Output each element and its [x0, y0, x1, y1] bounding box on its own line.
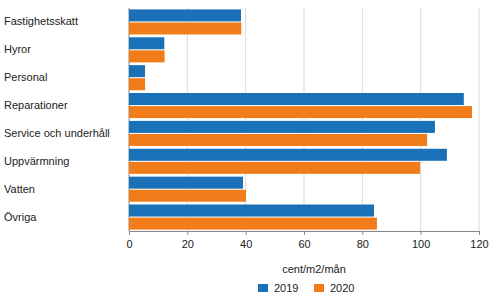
tick-mark	[479, 231, 480, 235]
tick-label: 20	[182, 238, 194, 250]
legend-label: 2019	[274, 282, 298, 294]
bar	[129, 106, 472, 118]
tick: 80	[357, 231, 369, 250]
tick: Övriga	[4, 211, 129, 223]
tick-label: 120	[470, 238, 488, 250]
legend-swatch	[258, 284, 268, 292]
tick-label: 40	[240, 238, 252, 250]
bar	[129, 78, 145, 90]
bar	[129, 177, 243, 189]
legend-label: 2020	[330, 282, 354, 294]
bar	[129, 190, 246, 202]
bar	[129, 149, 447, 161]
legend-swatch	[314, 284, 324, 292]
bars	[129, 9, 472, 229]
tick: 20	[182, 231, 194, 250]
grid-line	[420, 8, 421, 231]
y-axis: Fastighetsskatt Hyror Personal Reparationer…	[4, 15, 129, 222]
tick-label: 80	[357, 238, 369, 250]
legend: 2019 2020	[258, 282, 354, 294]
bar	[129, 9, 241, 21]
tick: Reparationer	[4, 99, 129, 111]
tick-mark	[362, 231, 363, 235]
tick: Hyror	[4, 43, 129, 55]
bar	[129, 37, 164, 49]
bar	[129, 121, 435, 133]
axis-line	[130, 232, 480, 236]
grid-line	[362, 8, 363, 231]
tick-label: Vatten	[4, 183, 35, 195]
bar	[129, 205, 374, 217]
tick-label: Service och underhåll	[4, 127, 110, 139]
tick-mark	[187, 231, 188, 235]
tick-mark	[304, 231, 305, 235]
tick-label: Reparationer	[4, 99, 68, 111]
grid-line	[304, 8, 305, 231]
tick: Vatten	[4, 183, 129, 195]
tick-mark	[246, 231, 247, 235]
tick: Uppvärmning	[4, 155, 129, 167]
x-axis-title: cent/m2/mån	[282, 263, 346, 275]
bar	[129, 50, 165, 62]
tick: 120	[470, 231, 488, 250]
tick-label: Personal	[4, 71, 47, 83]
grid	[129, 8, 479, 231]
bar	[129, 22, 241, 34]
bar	[129, 65, 145, 77]
tick-mark	[421, 231, 422, 235]
plot: 0 20 40 60 80 100 120 Fastighetsskatt Hyror Perso…	[4, 8, 489, 250]
tick: 60	[298, 231, 310, 250]
bar	[129, 162, 420, 174]
bar	[129, 218, 377, 230]
legend-item: 2020	[314, 282, 354, 294]
tick-mark	[129, 231, 130, 235]
tick-label: Uppvärmning	[4, 155, 69, 167]
grid-line	[479, 8, 480, 231]
tick: Personal	[4, 71, 129, 83]
tick: 0	[126, 231, 132, 250]
tick-label: 100	[412, 238, 430, 250]
tick: Service och underhåll	[4, 127, 129, 139]
tick: 100	[412, 231, 430, 250]
legend-item: 2019	[258, 282, 298, 294]
tick-label: Hyror	[4, 43, 31, 55]
x-axis: 0 20 40 60 80 100 120	[126, 231, 488, 250]
bar	[129, 93, 464, 105]
tick: Fastighetsskatt	[4, 15, 129, 27]
tick-label: Övriga	[4, 211, 37, 223]
bar	[129, 134, 427, 146]
tick-label: Fastighetsskatt	[4, 15, 78, 27]
tick-label: 0	[126, 238, 132, 250]
series	[129, 22, 472, 229]
tick-label: 60	[298, 238, 310, 250]
tick: 40	[240, 231, 252, 250]
